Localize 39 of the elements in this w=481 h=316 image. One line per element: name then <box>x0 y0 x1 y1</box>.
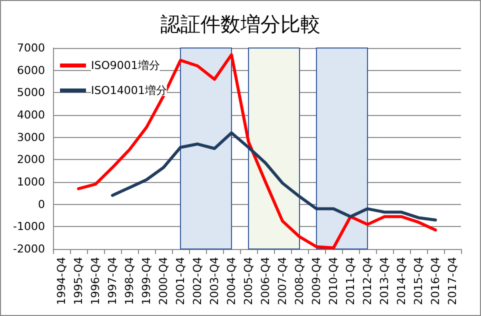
x-tick-label: 1995-Q4 <box>72 257 85 306</box>
y-tick-label: -1000 <box>13 220 45 234</box>
x-tick-label: 2009-Q4 <box>310 257 323 306</box>
y-tick-label: -2000 <box>13 242 45 256</box>
x-tick-label: 2007-Q4 <box>276 257 289 306</box>
x-tick-label: 2005-Q4 <box>242 257 255 306</box>
x-tick-label: 2010-Q4 <box>327 257 340 306</box>
y-tick-label: 3000 <box>17 130 45 144</box>
x-tick-label: 1999-Q4 <box>140 257 153 306</box>
x-tick-label: 2012-Q4 <box>361 257 374 306</box>
x-tick-label: 2008-Q4 <box>293 257 306 306</box>
legend-label: ISO9001増分 <box>91 59 160 72</box>
x-tick-label: 2001-Q4 <box>174 257 187 306</box>
y-tick-label: 4000 <box>17 108 45 122</box>
x-tick-label: 1996-Q4 <box>89 257 102 306</box>
x-tick-label: 2014-Q4 <box>395 257 408 306</box>
y-tick-label: 7000 <box>17 42 45 54</box>
x-tick-label: 1998-Q4 <box>123 257 136 306</box>
x-tick-label: 2002-Q4 <box>191 257 204 306</box>
x-tick-label: 2004-Q4 <box>225 257 238 306</box>
x-tick-label: 1997-Q4 <box>106 257 119 306</box>
x-tick-label: 2011-Q4 <box>344 257 357 306</box>
y-tick-label: 5000 <box>17 86 45 100</box>
x-tick-label: 1994-Q4 <box>55 257 68 306</box>
y-tick-label: 6000 <box>17 64 45 77</box>
chart-title: 認証件数増分比較 <box>160 12 320 36</box>
line-series <box>111 131 437 222</box>
x-tick-label: 2017-Q4 <box>446 257 459 306</box>
x-tick-label: 2000-Q4 <box>157 257 170 306</box>
legend-label: ISO14001増分 <box>91 84 167 97</box>
x-tick-label: 2015-Q4 <box>412 257 425 306</box>
x-tick-label: 2016-Q4 <box>429 257 442 306</box>
x-tick-label: 2013-Q4 <box>378 257 391 306</box>
y-tick-label: 0 <box>38 198 45 211</box>
x-tick-label: 2006-Q4 <box>259 257 272 306</box>
y-tick-label: 1000 <box>17 176 45 188</box>
x-tick-label: 2003-Q4 <box>208 257 221 306</box>
line-series <box>77 53 437 250</box>
y-tick-label: 2000 <box>17 153 45 166</box>
